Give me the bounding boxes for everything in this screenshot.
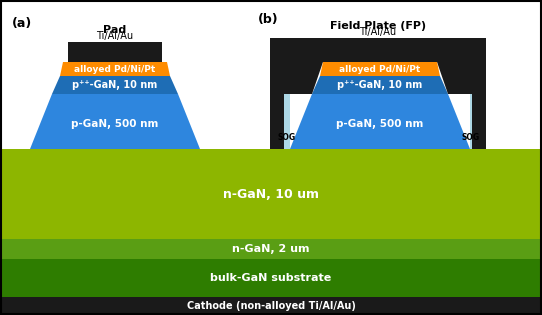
Polygon shape	[437, 38, 486, 149]
Text: Pad: Pad	[104, 25, 127, 35]
Polygon shape	[60, 62, 170, 76]
Polygon shape	[320, 62, 440, 76]
Text: bulk-GaN substrate: bulk-GaN substrate	[210, 273, 332, 283]
Bar	[0, 239, 542, 259]
Text: p⁺⁺-GaN, 10 nm: p⁺⁺-GaN, 10 nm	[337, 80, 423, 90]
Text: Ti/Al/Au: Ti/Al/Au	[359, 27, 397, 37]
Bar	[270, 38, 486, 62]
Polygon shape	[30, 94, 200, 149]
Bar	[284, 94, 290, 149]
Polygon shape	[52, 76, 178, 94]
Text: SOG: SOG	[462, 134, 480, 142]
Polygon shape	[312, 76, 448, 94]
Text: alloyed Pd/Ni/Pt: alloyed Pd/Ni/Pt	[74, 65, 156, 73]
Text: SOG: SOG	[278, 134, 296, 142]
Text: (a): (a)	[12, 17, 33, 30]
Text: p-GaN, 500 nm: p-GaN, 500 nm	[337, 119, 424, 129]
Text: Field Plate (FP): Field Plate (FP)	[330, 21, 426, 31]
Text: (b): (b)	[258, 13, 279, 26]
Text: n-GaN, 2 um: n-GaN, 2 um	[233, 244, 309, 254]
Bar	[470, 94, 472, 149]
Bar	[68, 42, 162, 62]
Text: p⁺⁺-GaN, 10 nm: p⁺⁺-GaN, 10 nm	[73, 80, 158, 90]
Bar	[0, 149, 542, 239]
Text: Cathode (non-alloyed Ti/Al/Au): Cathode (non-alloyed Ti/Al/Au)	[186, 301, 356, 311]
Text: Ti/Al/Au: Ti/Al/Au	[96, 31, 133, 41]
Bar	[0, 259, 542, 297]
Text: p-GaN, 500 nm: p-GaN, 500 nm	[72, 119, 159, 129]
Text: n-GaN, 10 um: n-GaN, 10 um	[223, 187, 319, 201]
Polygon shape	[290, 94, 470, 149]
Bar	[0, 297, 542, 315]
Text: alloyed Pd/Ni/Pt: alloyed Pd/Ni/Pt	[339, 65, 421, 73]
Polygon shape	[270, 38, 323, 149]
